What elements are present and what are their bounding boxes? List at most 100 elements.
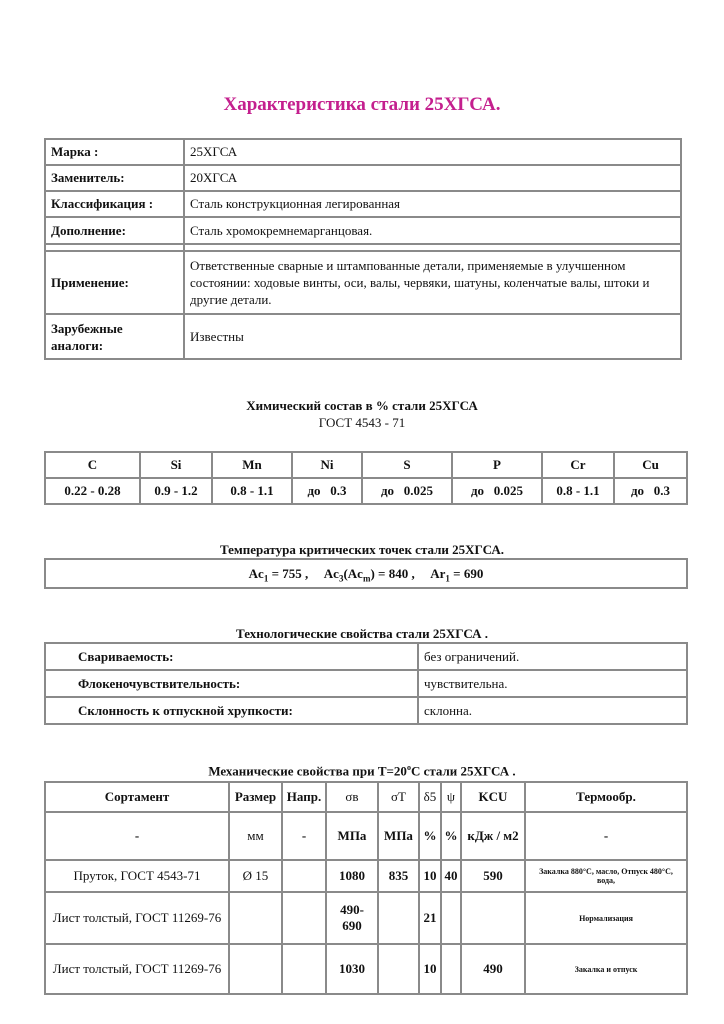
cell-delta5: 21 bbox=[418, 891, 442, 945]
element-value: 0.8 - 1.1 bbox=[211, 477, 293, 505]
ac1-label: Ac1 = bbox=[248, 566, 283, 584]
row-label: Дополнение: bbox=[44, 216, 185, 245]
cell-sigma-t bbox=[377, 891, 420, 945]
critical-points-box: Ac1 = 755 , Ac3(Acm) = 840 , Ar1 = 690 bbox=[44, 558, 688, 589]
row-value: 20ХГСА bbox=[183, 164, 682, 192]
table-row: Дополнение: Сталь хромокремнемарганцовая. bbox=[44, 216, 682, 245]
row-label: Флокеночувствительность: bbox=[44, 669, 419, 698]
row-value: Сталь конструкционная легированная bbox=[183, 190, 682, 218]
element-header: Cu bbox=[613, 451, 688, 479]
element-value: 0.22 - 0.28 bbox=[44, 477, 141, 505]
header-cell: δ5 bbox=[418, 781, 442, 813]
element-value: до 0.3 bbox=[613, 477, 688, 505]
row-label: Зарубежные аналоги: bbox=[44, 313, 185, 360]
cell-direction bbox=[281, 859, 327, 893]
mech-heading-text: Механические свойства при T=20 bbox=[208, 763, 407, 779]
row-value: Ответственные сварные и штампованные дет… bbox=[183, 250, 682, 315]
table-row: Зарубежные аналоги: Известны bbox=[44, 313, 682, 360]
table-row: Лист толстый, ГОСТ 11269-76 1030 10 490 … bbox=[44, 943, 688, 995]
page-title: Характеристика стали 25ХГСА. bbox=[223, 94, 501, 115]
cell-psi bbox=[440, 891, 462, 945]
cell-size bbox=[228, 943, 283, 995]
row-label: Классификация : bbox=[44, 190, 185, 218]
critical-heading: Температура критических точек стали 25ХГ… bbox=[219, 542, 505, 557]
header-cell: σв bbox=[325, 781, 379, 813]
cell-sigma-t bbox=[377, 943, 420, 995]
table-row: Марка :25ХГСА bbox=[44, 138, 682, 166]
cell-size: Ø 15 bbox=[228, 859, 283, 893]
row-label: Склонность к отпускной хрупкости: bbox=[44, 696, 419, 725]
unit-cell: МПа bbox=[325, 811, 379, 861]
row-value: Известны bbox=[183, 313, 682, 360]
cell-delta5: 10 bbox=[418, 859, 442, 893]
degree-sup: o bbox=[406, 763, 411, 772]
mech-units-row: - мм - МПа МПа % % кДж / м2 - bbox=[44, 811, 688, 861]
header-cell: Напр. bbox=[281, 781, 327, 813]
element-header: C bbox=[44, 451, 141, 479]
element-value: 0.8 - 1.1 bbox=[541, 477, 615, 505]
mech-header-row: Сортамент Размер Напр. σв σT δ5 ψ KCU Те… bbox=[44, 781, 688, 813]
table-row: Классификация : Сталь конструкционная лег… bbox=[44, 190, 682, 218]
cell-heat-treatment: Закалка 880°C, масло, Отпуск 480°C, вода… bbox=[524, 859, 688, 893]
cell-direction bbox=[281, 943, 327, 995]
unit-cell: МПа bbox=[377, 811, 420, 861]
row-label: Применение: bbox=[44, 250, 185, 315]
table-row: Склонность к отпускной хрупкости: склонна… bbox=[44, 696, 688, 725]
ac1-value: 755 bbox=[282, 566, 302, 581]
cell-sigma-b: 1080 bbox=[325, 859, 379, 893]
chem-standard: ГОСТ 4543 - 71 bbox=[318, 415, 406, 430]
cell-product: Пруток, ГОСТ 4543-71 bbox=[44, 859, 230, 893]
cell-direction bbox=[281, 891, 327, 945]
cell-heat-treatment: Нормализация bbox=[524, 891, 688, 945]
chem-values-row: 0.22 - 0.28 0.9 - 1.2 0.8 - 1.1 до 0.3 д… bbox=[44, 477, 688, 505]
mech-heading-end: C стали 25ХГСА . bbox=[410, 763, 516, 779]
header-cell: KCU bbox=[460, 781, 526, 813]
mech-heading: Механические свойства при T=20oC стали 2… bbox=[0, 763, 724, 779]
element-value: до 0.025 bbox=[361, 477, 453, 505]
table-row: Пруток, ГОСТ 4543-71 Ø 15 1080 835 10 40… bbox=[44, 859, 688, 893]
ar1-label: Ar1 = bbox=[430, 566, 464, 584]
ac3-value: 840 bbox=[388, 566, 409, 581]
element-value: до 0.025 bbox=[451, 477, 543, 505]
tech-table: Свариваемость: без ограничений. Флокеночу… bbox=[44, 642, 688, 725]
unit-cell: - bbox=[44, 811, 230, 861]
table-row: Свариваемость: без ограничений. bbox=[44, 642, 688, 671]
chem-heading: Химический состав в % стали 25ХГСА bbox=[246, 398, 478, 413]
cell-psi bbox=[440, 943, 462, 995]
unit-cell: - bbox=[524, 811, 688, 861]
cell-product: Лист толстый, ГОСТ 11269-76 bbox=[44, 891, 230, 945]
table-row: Заменитель: 20ХГСА bbox=[44, 164, 682, 192]
ac3-label: Ac3(Acm) = bbox=[323, 566, 389, 584]
ar1-value: 690 bbox=[463, 566, 484, 581]
element-header: Cr bbox=[541, 451, 615, 479]
unit-cell: - bbox=[281, 811, 327, 861]
unit-cell: мм bbox=[228, 811, 283, 861]
row-value: чувствительна. bbox=[417, 669, 688, 698]
element-header: P bbox=[451, 451, 543, 479]
header-cell: Термообр. bbox=[524, 781, 688, 813]
cell-sigma-b: 490-690 bbox=[325, 891, 379, 945]
cell-sigma-t: 835 bbox=[377, 859, 420, 893]
cell-delta5: 10 bbox=[418, 943, 442, 995]
header-cell: Размер bbox=[228, 781, 283, 813]
row-label: Свариваемость: bbox=[44, 642, 419, 671]
tech-heading: Технологические свойства стали 25ХГСА . bbox=[236, 626, 488, 641]
chem-table: C Si Mn Ni S P Cr Cu 0.22 - 0.28 0.9 - 1… bbox=[44, 451, 688, 505]
element-value: 0.9 - 1.2 bbox=[139, 477, 213, 505]
cell-heat-treatment: Закалка и отпуск bbox=[524, 943, 688, 995]
element-header: Si bbox=[139, 451, 213, 479]
row-value: склонна. bbox=[417, 696, 688, 725]
cell-kcu: 590 bbox=[460, 859, 526, 893]
table-row: Флокеночувствительность: чувствительна. bbox=[44, 669, 688, 698]
cell-psi: 40 bbox=[440, 859, 462, 893]
unit-cell: кДж / м2 bbox=[460, 811, 526, 861]
spacer-row bbox=[44, 243, 682, 252]
general-table: Марка :25ХГСА Заменитель: 20ХГСА Классифи… bbox=[44, 138, 682, 360]
cell-kcu bbox=[460, 891, 526, 945]
cell-sigma-b: 1030 bbox=[325, 943, 379, 995]
header-cell: ψ bbox=[440, 781, 462, 813]
table-row: Применение: Ответственные сварные и штамп… bbox=[44, 250, 682, 315]
cell-product: Лист толстый, ГОСТ 11269-76 bbox=[44, 943, 230, 995]
row-label: Заменитель: bbox=[44, 164, 185, 192]
